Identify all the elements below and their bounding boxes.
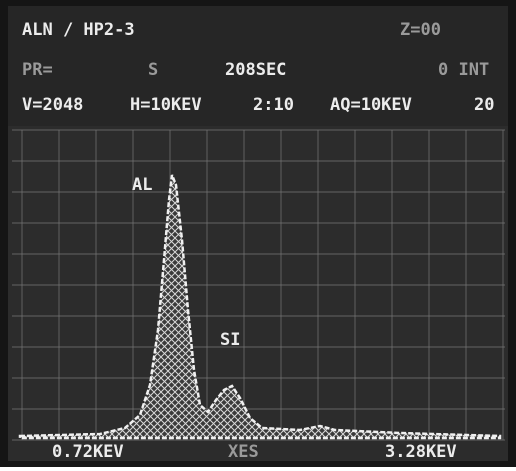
cursor-right-energy: 3.28KEV [385,442,457,462]
int-label: 0 INT [438,60,489,80]
spectrum-curve [18,174,502,440]
live-time: 208SEC [225,60,286,80]
peak-label-al: AL [132,175,152,195]
s-label: S [148,60,158,80]
element-marker: XES [228,442,259,462]
z-indicator: Z=00 [400,20,441,40]
sample-title: ALN / HP2-3 [22,20,135,40]
ratio: 2:10 [253,95,294,115]
acquisition-range: AQ=10KEV [330,95,412,115]
acquisition-number: 20 [474,95,494,115]
header-area [8,6,508,126]
pr-label: PR= [22,60,53,80]
peak-label-si: SI [220,330,240,350]
cursor-left-energy: 0.72KEV [52,442,124,462]
horizontal-scale: H=10KEV [130,95,202,115]
vertical-scale: V=2048 [22,95,83,115]
